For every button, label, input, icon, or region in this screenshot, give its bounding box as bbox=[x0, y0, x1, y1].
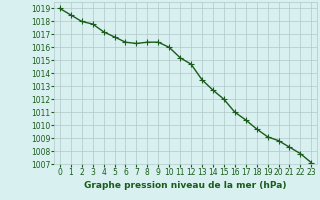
X-axis label: Graphe pression niveau de la mer (hPa): Graphe pression niveau de la mer (hPa) bbox=[84, 181, 287, 190]
